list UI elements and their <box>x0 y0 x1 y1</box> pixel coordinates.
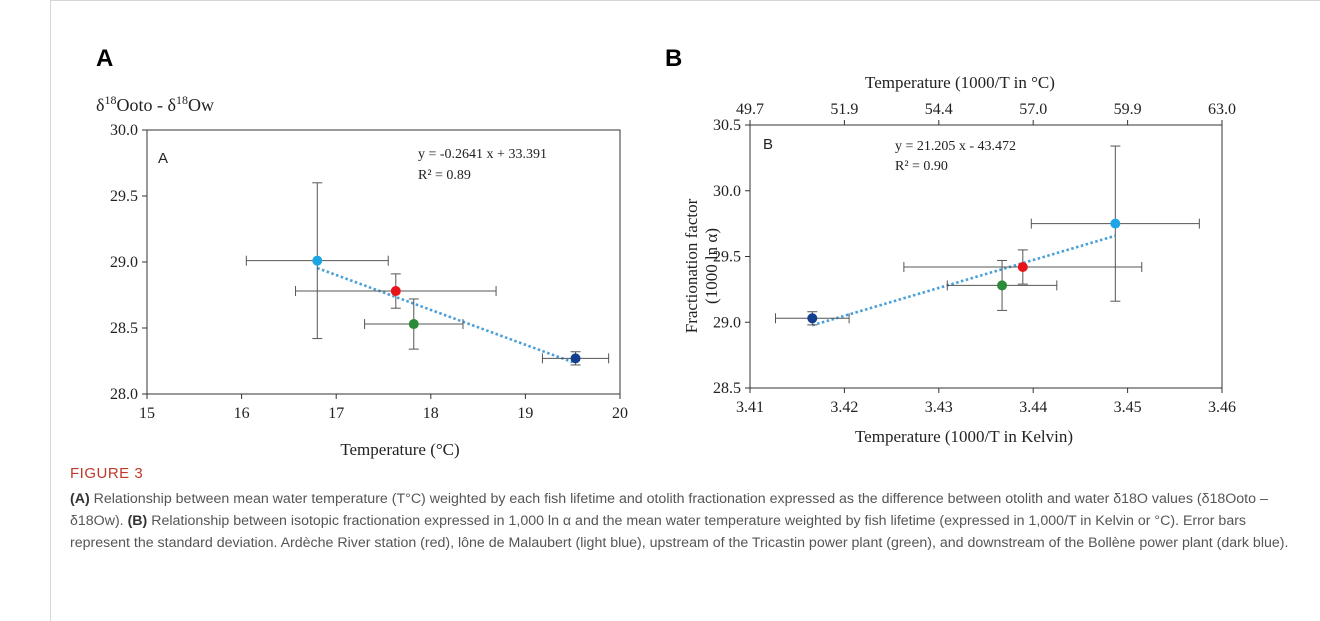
caption-part-a-tag: (A) <box>70 491 90 507</box>
panel-b-x-tick-label: 3.43 <box>925 399 953 416</box>
panel-b-top-x-tick-label: 49.7 <box>736 101 764 118</box>
panel-b-letter: B <box>665 45 682 72</box>
panel-a-xlabel: Temperature (°C) <box>340 440 459 459</box>
panel-b-top-x-tick-label: 51.9 <box>830 101 858 118</box>
panel-a-x-tick-label: 15 <box>139 405 155 422</box>
panel-b-plot: 3.41 3.42 3.43 3.44 3.45 3.46 28.5 29.0 29.5 30.0… <box>713 101 1236 416</box>
panel-b-x-tick-label: 3.42 <box>830 399 858 416</box>
panel-b-point-green <box>997 280 1008 291</box>
panel-a-x-tick-label: 20 <box>612 405 628 422</box>
panel-a-x-tick-label: 19 <box>517 405 533 422</box>
panel-b-x-tick-label: 3.44 <box>1019 399 1047 416</box>
panel-b-point-light-blue <box>1110 218 1121 229</box>
panel-b-trendline <box>811 234 1116 327</box>
caption-part-a-text: Relationship between mean water temperat… <box>70 491 1268 529</box>
panel-a-point-light-blue <box>312 255 323 266</box>
panel-b-top-x-tick-label: 54.4 <box>925 101 953 118</box>
panel-b-y-tick-label: 30.0 <box>713 183 741 200</box>
panel-b-x-tick-label: 3.45 <box>1114 399 1142 416</box>
panel-b-ylabel-line2: (1000 ln α) <box>702 228 721 304</box>
panel-b-y-tick-label: 28.5 <box>713 380 741 397</box>
panel-a-trendline <box>316 266 574 364</box>
panel-b-y-tick-label: 30.5 <box>713 117 741 134</box>
panel-a-y-tick-label: 28.5 <box>110 320 138 337</box>
panel-a-y-tick-label: 30.0 <box>110 122 138 139</box>
panel-b-inner-letter: B <box>763 136 773 153</box>
panel-b-y-tick-label: 29.5 <box>713 249 741 266</box>
panel-a-r2: R² = 0.89 <box>418 168 471 183</box>
panel-a-plot: 15 16 17 18 19 20 28.0 28.5 29.0 29.5 30.0 <box>110 122 628 422</box>
panel-b-r2: R² = 0.90 <box>895 159 948 174</box>
panel-a-point-red <box>390 286 401 297</box>
panel-b-x-tick-label: 3.41 <box>736 399 764 416</box>
panel-a-letter: A <box>96 45 113 72</box>
panel-b-point-red <box>1017 262 1028 273</box>
panel-b-plot-frame <box>749 124 1223 389</box>
panel-a-x-tick-label: 17 <box>328 405 344 422</box>
panel-a-x-tick-label: 16 <box>234 405 250 422</box>
figure-charts: A δ18Ooto - δ18Ow Temperature (°C) A y =… <box>96 45 1236 459</box>
panel-b-point-dark-blue <box>807 313 818 324</box>
panel-a-y-tick-label: 28.0 <box>110 386 138 403</box>
panel-a-point-green <box>408 319 419 330</box>
panel-a-x-tick-label: 18 <box>423 405 439 422</box>
panel-b-ylabel-line1: Fractionation factor <box>682 198 701 333</box>
panel-b-top-x-tick-label: 57.0 <box>1019 101 1047 118</box>
panel-a-point-dark-blue <box>570 353 581 364</box>
panel-a-y-tick-label: 29.0 <box>110 254 138 271</box>
figure-label: FIGURE 3 <box>70 465 144 482</box>
panel-a-equation: y = -0.2641 x + 33.391 <box>418 147 547 162</box>
figure-caption: FIGURE 3 (A) Relationship between mean w… <box>70 465 1300 554</box>
panel-b-top-x-tick-label: 63.0 <box>1208 101 1236 118</box>
panel-a-ylabel: δ18Ooto - δ18Ow <box>96 93 214 115</box>
caption-part-b-tag: (B) <box>127 513 148 529</box>
panel-b-top-xlabel: Temperature (1000/T in °C) <box>865 73 1055 92</box>
panel-b-y-tick-label: 29.0 <box>713 314 741 331</box>
panel-a-y-tick-label: 29.5 <box>110 188 138 205</box>
figure-frame <box>50 0 1320 621</box>
caption-part-b-text: Relationship between isotopic fractionat… <box>70 513 1289 551</box>
panel-b-top-x-tick-label: 59.9 <box>1114 101 1142 118</box>
panel-b-xlabel: Temperature (1000/T in Kelvin) <box>855 427 1073 446</box>
panel-b-x-tick-label: 3.46 <box>1208 399 1236 416</box>
panel-b-equation: y = 21.205 x - 43.472 <box>895 139 1016 154</box>
panel-a-inner-letter: A <box>158 150 168 167</box>
caption-text: (A) Relationship between mean water temp… <box>70 488 1300 554</box>
